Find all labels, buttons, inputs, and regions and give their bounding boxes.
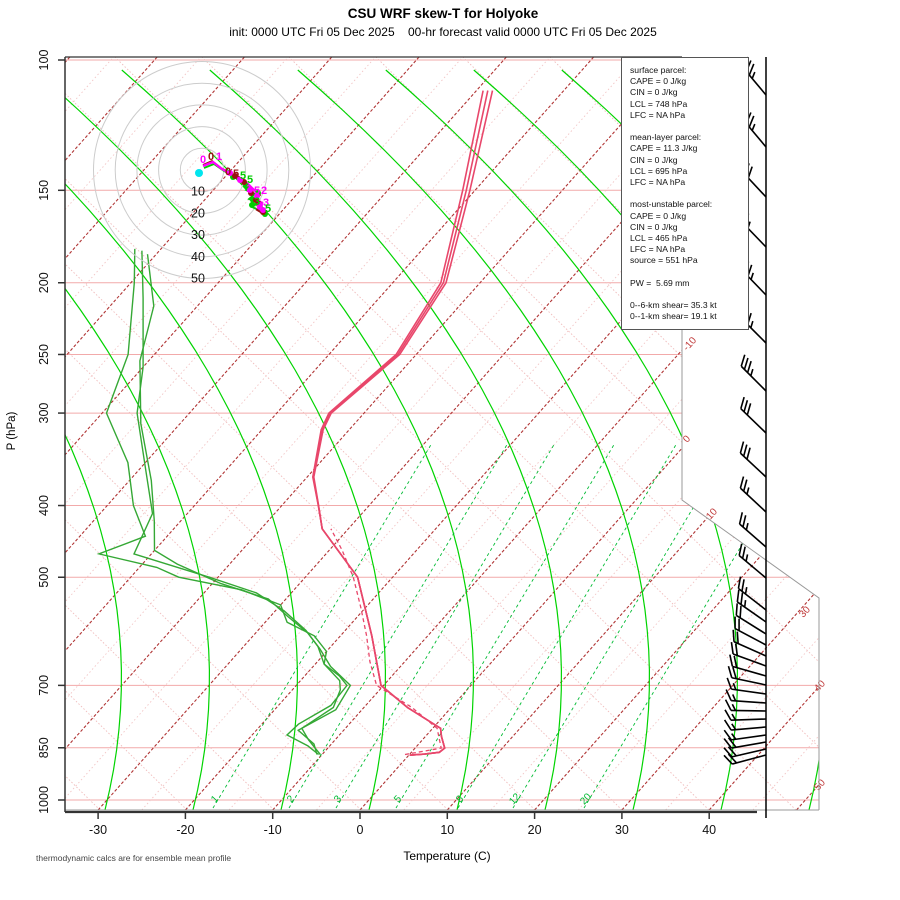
isotherm-label: 10: [704, 506, 720, 522]
mixing-ratio-label: 8: [454, 793, 466, 805]
legend-line: LFC = NA hPa: [630, 177, 686, 188]
pressure-tick-label: 300: [37, 403, 51, 424]
legend-line: 0--1-km shear= 19.1 kt: [630, 311, 717, 322]
parcel-info-box: surface parcel: CAPE = 0 J/kg CIN = 0 J/kg…: [621, 57, 749, 330]
axis-ticks: -30 -20 -10 0 10 20 30 401001502002503004005007…: [37, 50, 716, 837]
hodograph-height-label: 5: [254, 185, 260, 197]
isotherm-label: -10: [681, 335, 699, 353]
legend-line: mean-layer parcel:: [630, 132, 702, 143]
legend-line: LCL = 465 hPa: [630, 233, 688, 244]
page-title: CSU WRF skew-T for Holyoke: [347, 6, 539, 21]
legend-line: LCL = 748 hPa: [630, 98, 688, 109]
hodograph-ring-label: 50: [191, 272, 205, 286]
hodograph-dot: [232, 173, 238, 179]
legend-line: CIN = 0 J/kg: [630, 154, 678, 165]
legend-line: PW = 5.69 mm: [630, 277, 690, 288]
dewpoint-profile: [96, 248, 348, 756]
hodograph-dot: [227, 170, 233, 176]
pressure-tick-label: 100: [37, 50, 51, 71]
hodograph-height-label: 5: [265, 203, 271, 215]
mixing-ratio-label: 12: [507, 791, 523, 807]
isotherm-label: 50: [812, 777, 828, 793]
pressure-tick-label: 150: [37, 180, 51, 201]
x-tick-label: 40: [702, 823, 716, 837]
legend-line: LFC = NA hPa: [630, 244, 686, 255]
x-tick-label: -30: [89, 823, 107, 837]
pressure-tick-label: 850: [37, 737, 51, 758]
legend-line: [630, 121, 748, 132]
mixing-ratio-label: 1: [209, 793, 221, 805]
pressure-tick-label: 200: [37, 272, 51, 293]
mixing-ratio-label: 2: [285, 793, 297, 805]
isotherm-label: 0: [681, 433, 693, 445]
legend-line: CAPE = 11.3 J/kg: [630, 143, 698, 154]
legend-line: CIN = 0 J/kg: [630, 87, 678, 98]
x-tick-label: 30: [615, 823, 629, 837]
mixing-ratio-label: 20: [578, 791, 594, 807]
x-tick-label: 0: [357, 823, 364, 837]
storm-motion-dot: [195, 169, 203, 177]
hodograph-dot: [260, 207, 266, 213]
hodograph-dot: [247, 187, 253, 193]
hodograph-height-label: 0: [200, 154, 206, 166]
hodograph-ring-label: 20: [191, 206, 205, 220]
hodograph-ring-label: 10: [191, 185, 205, 199]
dewpoint-profile: [139, 254, 352, 755]
hodograph-ring-label: 30: [191, 228, 205, 242]
x-axis-title: Temperature (C): [403, 849, 491, 863]
legend-line: source = 551 hPa: [630, 255, 698, 266]
mixing-ratio-label: 3: [332, 793, 344, 805]
legend-line: [630, 188, 748, 199]
x-tick-label: 20: [528, 823, 542, 837]
hodograph-height-label: 5: [240, 170, 246, 182]
legend-line: LCL = 695 hPa: [630, 165, 688, 176]
legend-line: CIN = 0 J/kg: [630, 221, 678, 232]
y-axis-title: P (hPa): [6, 411, 18, 451]
hodograph-dot: [249, 202, 255, 208]
hodograph-height-label: 5: [247, 174, 253, 186]
dewpoint-profile: [133, 250, 342, 755]
legend-line: most-unstable parcel:: [630, 199, 713, 210]
mixing-ratio-label: 5: [392, 793, 404, 805]
isotherm-label: 30: [797, 604, 813, 620]
legend-line: [630, 267, 748, 278]
hodograph-dot: [237, 177, 243, 183]
pressure-tick-label: 400: [37, 495, 51, 516]
footnote: thermodynamic calcs are for ensemble mea…: [36, 853, 232, 863]
plot-background: [65, 57, 819, 810]
hodograph-dot: [257, 202, 263, 208]
hodograph-height-label: 1: [216, 151, 222, 163]
parcel-path: [330, 528, 442, 756]
legend-line: LFC = NA hPa: [630, 109, 686, 120]
page-subtitle: init: 0000 UTC Fri 05 Dec 2025 00-hr for…: [229, 25, 657, 39]
isotherm-label: 40: [812, 678, 828, 694]
hodograph-height-label: 5: [233, 168, 239, 180]
hodograph-height-label: 3: [263, 197, 269, 209]
hodograph-height-label: 3: [254, 196, 260, 208]
legend-line: [630, 289, 748, 300]
legend-line: CAPE = 0 J/kg: [630, 210, 687, 221]
hodograph-height-label: 0: [208, 151, 214, 163]
hodograph-height-label: 0: [225, 166, 231, 178]
pressure-tick-label: 700: [37, 675, 51, 696]
legend-line: surface parcel:: [630, 65, 687, 75]
legend-line: CAPE = 0 J/kg: [630, 76, 687, 87]
x-tick-label: -10: [264, 823, 282, 837]
legend-line: 0--6-km shear= 35.3 kt: [630, 300, 717, 311]
hodograph-height-label: 1: [246, 183, 252, 195]
hodograph-dot: [254, 193, 260, 199]
x-tick-label: -20: [176, 823, 194, 837]
pressure-tick-label: 250: [37, 344, 51, 365]
sounding-profiles: [96, 90, 494, 756]
x-tick-label: 10: [440, 823, 454, 837]
temperature-profile: [311, 90, 484, 756]
pressure-tick-label: 500: [37, 567, 51, 588]
hodograph-ring-label: 40: [191, 250, 205, 264]
pressure-tick-label: 1000: [37, 786, 51, 814]
hodograph-height-label: 2: [261, 185, 267, 197]
